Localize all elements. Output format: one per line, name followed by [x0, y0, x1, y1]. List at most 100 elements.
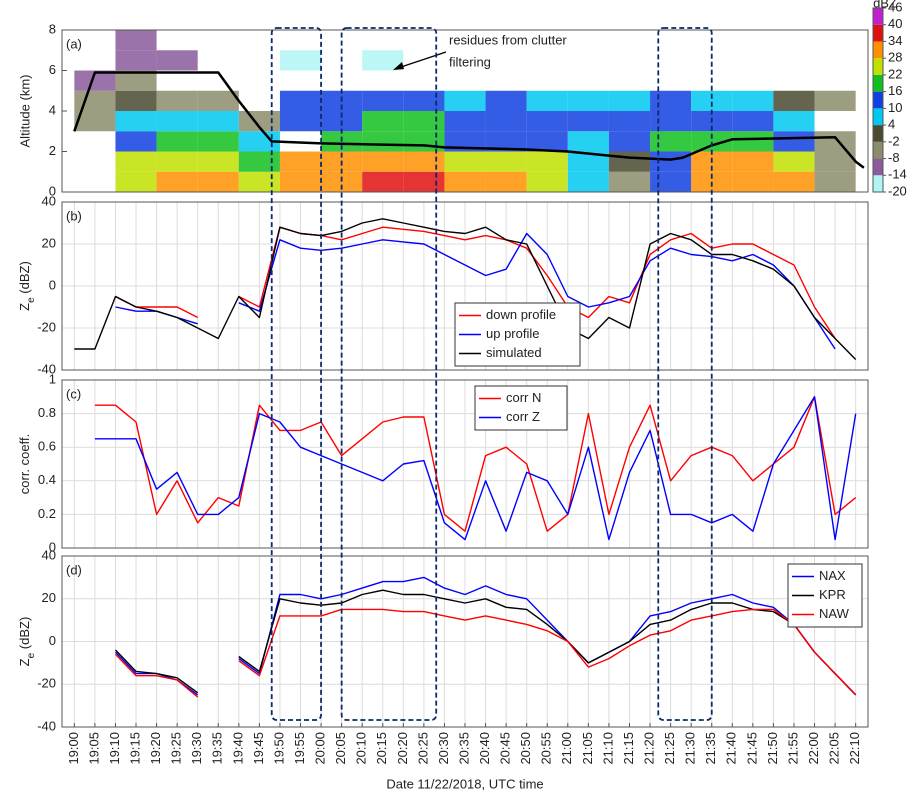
legend-label: simulated — [486, 345, 542, 360]
x-tick-label: 20:35 — [456, 732, 471, 765]
y-tick-label: 20 — [42, 590, 56, 605]
colorbar-tick-label: 22 — [888, 66, 902, 81]
heatmap-cell — [115, 30, 157, 51]
y-tick-label: 0.2 — [38, 506, 56, 521]
heatmap-cell — [444, 171, 486, 192]
x-tick-label: 20:05 — [333, 732, 348, 765]
x-tick-label: 19:00 — [66, 732, 81, 765]
annotation: residues from clutter — [449, 32, 567, 47]
heatmap-cell — [197, 151, 239, 172]
heatmap-cell — [197, 90, 239, 111]
heatmap-cell — [279, 171, 322, 192]
legend-label: KPR — [819, 587, 846, 602]
colorbar-tick-label: 10 — [888, 100, 902, 115]
series-line — [74, 218, 857, 360]
heatmap-cell — [321, 171, 363, 192]
y-tick-label: 8 — [49, 21, 56, 36]
x-tick-label: 21:00 — [559, 732, 574, 765]
panel-label: (d) — [66, 562, 82, 577]
heatmap-cell — [444, 111, 486, 132]
x-tick-label: 20:50 — [518, 732, 533, 765]
heatmap-cell — [691, 131, 733, 152]
heatmap-cell — [197, 131, 239, 152]
heatmap-cell — [814, 171, 856, 192]
heatmap-cell — [279, 111, 322, 132]
heatmap-cell — [115, 151, 157, 172]
colorbar-frame — [872, 7, 884, 193]
annotation-arrow — [394, 51, 447, 70]
colorbar-segment — [873, 125, 883, 142]
x-tick-label: 20:25 — [415, 732, 430, 765]
highlight-box — [270, 27, 322, 721]
plot-frame — [61, 29, 869, 193]
x-tick-label: 21:40 — [724, 732, 739, 765]
heatmap-cell — [74, 90, 116, 111]
legend-label: corr N — [506, 390, 541, 405]
heatmap-cell — [115, 131, 157, 152]
y-tick-label: 4 — [49, 102, 56, 117]
x-tick-label: 19:40 — [230, 732, 245, 765]
y-tick-label: 1 — [49, 371, 56, 386]
colorbar-tick-label: -2 — [888, 133, 900, 148]
legend-label: up profile — [486, 326, 539, 341]
panel-label: (c) — [66, 386, 81, 401]
heatmap-cell — [362, 131, 404, 152]
y-tick-label: 0 — [49, 277, 56, 292]
heatmap-cell — [732, 111, 774, 132]
y-tick-label: 0 — [49, 183, 56, 198]
colorbar-tick-label: 4 — [888, 117, 895, 132]
heatmap-cell — [814, 151, 856, 172]
heatmap-cell — [608, 151, 651, 172]
legend-label: NAW — [819, 606, 850, 621]
heatmap-cell — [526, 171, 568, 192]
heatmap-cell — [362, 151, 404, 172]
heatmap-cell — [403, 151, 445, 172]
heatmap-cell — [526, 131, 568, 152]
heatmap-cell — [650, 111, 692, 132]
heatmap-cell — [74, 70, 116, 91]
annotation: filtering — [449, 54, 491, 69]
y-axis-label-part: corr. coeff. — [17, 434, 32, 494]
y-tick-label: 40 — [42, 193, 56, 208]
colorbar-segment — [873, 175, 883, 192]
heatmap-cell — [732, 151, 774, 172]
heatmap-cell — [691, 171, 733, 192]
heatmap-cell — [238, 131, 280, 152]
heatmap-cell — [732, 131, 774, 152]
legend-box — [474, 385, 568, 431]
y-tick-label: 0.4 — [38, 472, 56, 487]
heatmap-cell — [321, 131, 363, 152]
y-tick-label: 2 — [49, 143, 56, 158]
heatmap-cell — [197, 171, 239, 192]
heatmap-cell — [444, 151, 486, 172]
x-tick-label: 19:20 — [148, 732, 163, 765]
x-tick-label: 20:10 — [354, 732, 369, 765]
y-axis-label-part: (dBZ) — [17, 261, 32, 297]
heatmap-cell — [567, 90, 609, 111]
heatmap-cell — [74, 111, 116, 132]
y-tick-label: -40 — [37, 361, 56, 376]
y-tick-label: 0 — [49, 633, 56, 648]
heatmap-cell — [650, 151, 692, 172]
colorbar-tick-label: 28 — [888, 50, 902, 65]
x-tick-label: 19:35 — [210, 732, 225, 765]
y-axis-label-part: Z — [17, 303, 32, 311]
x-tick-label: 21:25 — [662, 732, 677, 765]
colorbar-segment — [873, 8, 883, 25]
colorbar-tick-label: 46 — [888, 0, 902, 14]
x-tick-label: 21:30 — [683, 732, 698, 765]
y-axis-label-part: (dBZ) — [17, 617, 32, 653]
heatmap-cell — [156, 90, 198, 111]
heatmap-cell — [403, 111, 445, 132]
heatmap-cell — [485, 151, 527, 172]
y-tick-label: 40 — [42, 547, 56, 562]
colorbar-segment — [873, 158, 883, 176]
heatmap-cell — [567, 171, 609, 192]
colorbar-tick-label: -14 — [888, 167, 907, 182]
heatmap-cell — [526, 90, 568, 111]
x-tick-label: 22:05 — [827, 732, 842, 765]
colorbar-tick-label: 16 — [888, 83, 902, 98]
heatmap-cell — [156, 50, 198, 71]
heatmap-cell — [732, 171, 774, 192]
heatmap-cell — [650, 171, 692, 192]
